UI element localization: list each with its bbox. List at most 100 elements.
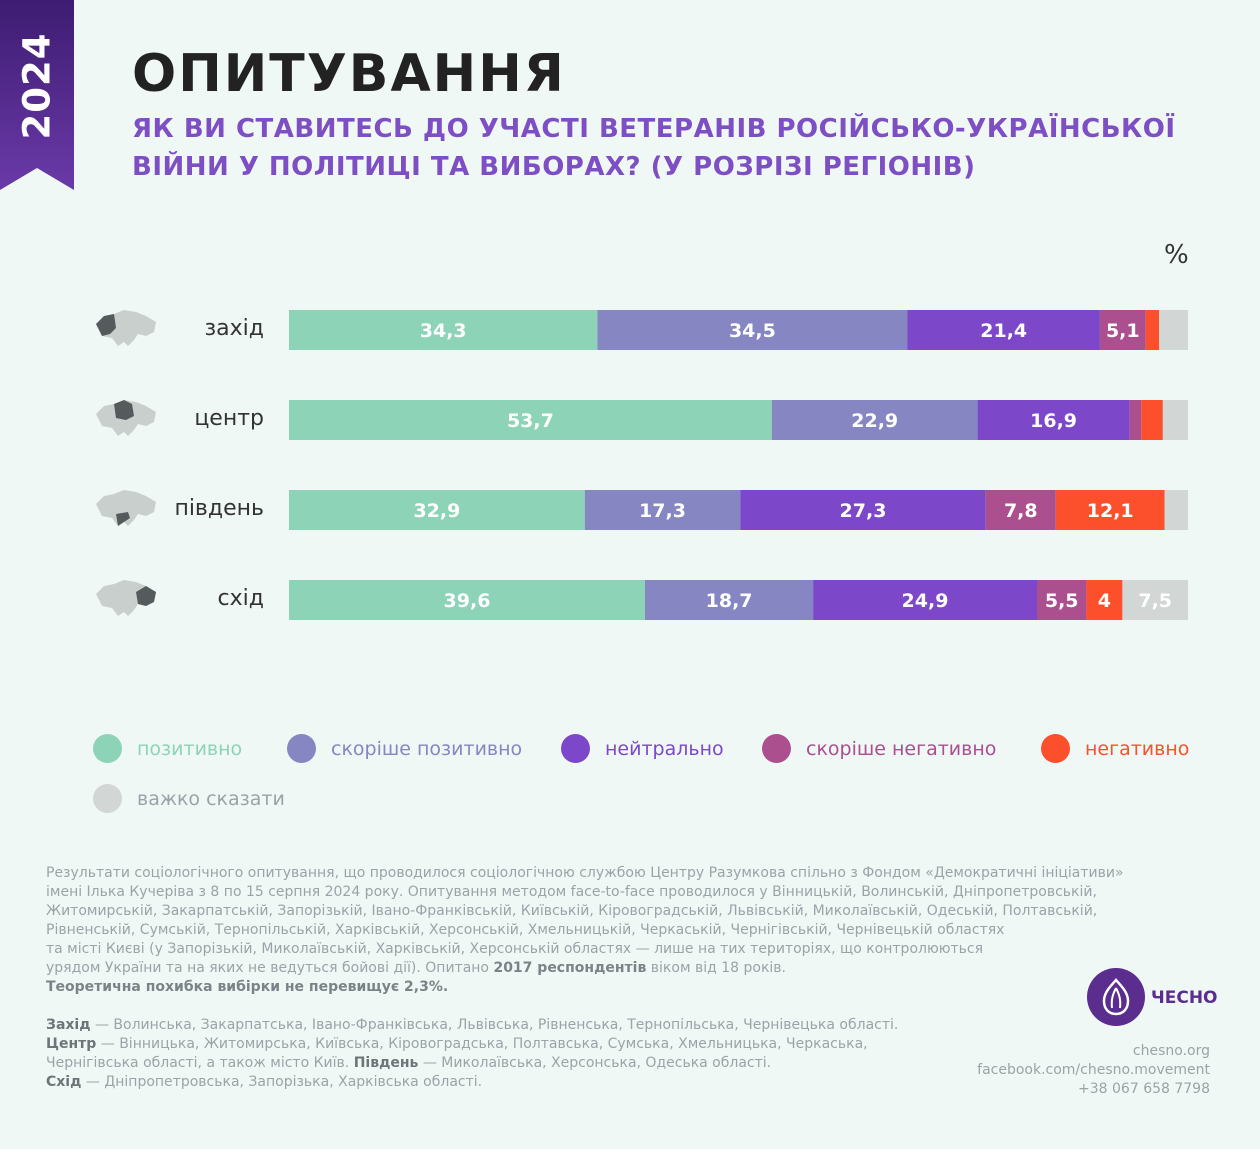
bar-segment [584, 490, 741, 530]
stacked-bar-chart: 34,3 34,5 21,4 5,1 53,7 22,9 16,9 32,9 17,3 27,3 7… [96, 310, 1188, 620]
page-subtitle: ЯК ВИ СТАВИТЕСЬ ДО УЧАСТІ ВЕТЕРАНІВ РОСІ… [132, 110, 1192, 186]
note-line: Теоретична похибка вибірки не перевищує … [46, 978, 1176, 997]
legend-label: нейтрально [605, 737, 724, 760]
note-line: Житомирській, Закарпатській, Запорізькій… [46, 903, 1098, 919]
map-region-highlight [114, 400, 134, 420]
data-label: 17,3 [639, 500, 686, 522]
bar-segment [907, 310, 1100, 350]
note-line: Результати соціологічного опитування, що… [46, 865, 1124, 881]
region-def-center-south: Чернігівська області, а також місто Київ… [46, 1055, 772, 1071]
bar-segment [1086, 580, 1123, 620]
note-line: та місті Києві (у Запорізькій, Миколаївс… [46, 941, 984, 957]
note-line: імені Ілька Кучеріва з 8 по 15 серпня 20… [46, 884, 1097, 900]
page-title: ОПИТУВАННЯ [132, 44, 566, 104]
legend-label: скоріше позитивно [331, 737, 523, 760]
bar-segment [813, 580, 1037, 620]
bar-segment [1099, 310, 1146, 350]
legend-item: важко сказати [93, 784, 285, 813]
legend-item: скоріше негативно [762, 734, 996, 763]
legend-swatch [93, 734, 122, 763]
category-label: захід [204, 316, 264, 341]
data-label: 21,4 [980, 320, 1027, 342]
category-label: центр [194, 406, 264, 431]
legend-swatch [93, 784, 122, 813]
chesno-logo-icon [1087, 968, 1145, 1026]
brand-name: ЧЕСНО [1151, 988, 1218, 1008]
respondents-count: 2017 респондентів [493, 960, 647, 976]
site-link[interactable]: chesno.org [1132, 1043, 1210, 1059]
legend-label: позитивно [137, 737, 243, 760]
bar-segment [1122, 580, 1188, 620]
bar-segment [985, 490, 1056, 530]
data-label: 12,1 [1087, 500, 1134, 522]
region-def-center: Центр — Вінницька, Житомирська, Київська… [46, 1036, 868, 1052]
map-shape [96, 490, 156, 526]
category-label: південь [174, 496, 264, 521]
legend-label: негативно [1085, 737, 1190, 760]
methodology-note: Результати соціологічного опитування, що… [46, 864, 1176, 997]
legend-item: нейтрально [561, 734, 724, 763]
bar-segment [977, 400, 1130, 440]
regions-definition: Захід — Волинська, Закарпатська, Івано-Ф… [46, 1016, 946, 1092]
ukraine-map-icon [96, 490, 156, 526]
bar-segment [289, 310, 598, 350]
bar-segment [740, 490, 986, 530]
legend-item: негативно [1041, 734, 1189, 763]
subtitle-line-2: ВІЙНИ У ПОЛІТИЦІ ТА ВИБОРАХ? (У РОЗРІЗІ … [132, 152, 976, 182]
data-label: 4 [1098, 590, 1111, 612]
data-label: 34,3 [420, 320, 467, 342]
ukraine-map-icon [96, 400, 156, 436]
legend-swatch [1041, 734, 1070, 763]
ribbon-shape [0, 0, 74, 190]
data-label: 24,9 [902, 590, 949, 612]
subtitle-line-1: ЯК ВИ СТАВИТЕСЬ ДО УЧАСТІ ВЕТЕРАНІВ РОСІ… [132, 114, 1176, 144]
note-line: урядом України та на яких не ведуться бо… [46, 960, 786, 976]
ukraine-map-icon [96, 580, 156, 616]
data-label: 22,9 [851, 410, 898, 432]
legend-swatch [561, 734, 590, 763]
data-label: 32,9 [413, 500, 460, 522]
bar-segment [1037, 580, 1087, 620]
contacts: chesno.org facebook.com/chesno.movement … [977, 1042, 1210, 1099]
bar-segment [289, 490, 585, 530]
data-label: 18,7 [706, 590, 753, 612]
bar-segment [771, 400, 978, 440]
region-def-east: Схід — Дніпропетровська, Запорізька, Хар… [46, 1074, 483, 1090]
ukraine-map-icon [96, 310, 156, 346]
data-label: 7,5 [1138, 590, 1172, 612]
data-label: 16,9 [1030, 410, 1077, 432]
map-region-highlight [96, 314, 116, 336]
legend-swatch [287, 734, 316, 763]
error-margin: Теоретична похибка вибірки не перевищує … [46, 979, 449, 995]
bar-segment [1162, 400, 1188, 440]
legend-swatch [762, 734, 791, 763]
bar-segment [597, 310, 908, 350]
bar-segment [289, 580, 645, 620]
legend-item: скоріше позитивно [287, 734, 522, 763]
legend-label: важко сказати [137, 787, 285, 810]
facebook-link[interactable]: facebook.com/chesno.movement [977, 1062, 1210, 1078]
legend-label: скоріше негативно [806, 737, 997, 760]
data-label: 5,1 [1106, 320, 1140, 342]
data-label: 27,3 [840, 500, 887, 522]
map-region-highlight [116, 512, 130, 526]
unit-label: % [1164, 240, 1189, 270]
note-line: Рівненській, Сумській, Тернопільській, Х… [46, 922, 1005, 938]
bar-segment [645, 580, 814, 620]
bar-segment [1145, 310, 1160, 350]
data-label: 5,5 [1045, 590, 1079, 612]
data-label: 7,8 [1004, 500, 1038, 522]
region-def-west: Захід — Волинська, Закарпатська, Івано-Ф… [46, 1017, 899, 1033]
bar-segment [1141, 400, 1163, 440]
data-label: 53,7 [507, 410, 554, 432]
category-label: схід [217, 586, 264, 611]
legend-item: позитивно [93, 734, 242, 763]
bar-segment [1129, 400, 1142, 440]
bar-segment [1159, 310, 1188, 350]
bar-segment [1164, 490, 1188, 530]
map-region-highlight [136, 586, 156, 606]
data-label: 34,5 [729, 320, 776, 342]
bar-segment [289, 400, 772, 440]
data-label: 39,6 [444, 590, 491, 612]
bar-segment [1055, 490, 1165, 530]
